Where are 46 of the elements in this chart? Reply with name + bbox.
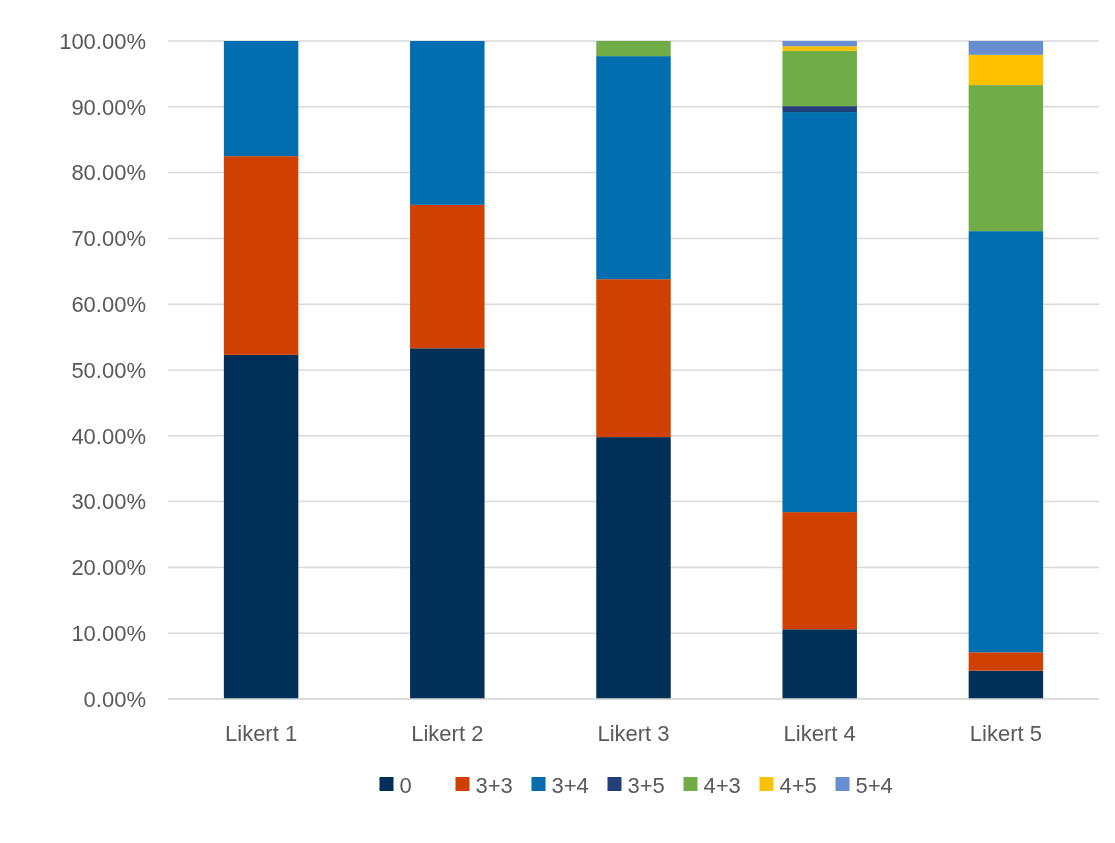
bar: [223, 354, 299, 699]
y-tick-label: 40.00%: [71, 423, 146, 449]
bar: [596, 56, 671, 280]
bar: [782, 46, 857, 51]
bar: [223, 156, 299, 355]
legend-label: 3+3: [475, 772, 513, 798]
bar: [410, 204, 485, 349]
x-tick-label: Likert 4: [783, 721, 856, 746]
legend-label: 5+4: [855, 772, 893, 798]
y-tick-label: 80.00%: [71, 160, 146, 186]
y-tick-label: 70.00%: [71, 226, 146, 252]
bar: [782, 106, 857, 113]
legend-label: 0: [399, 772, 412, 798]
bar: [968, 54, 1044, 86]
legend-label: 3+5: [627, 772, 665, 798]
bar: [782, 50, 857, 107]
bar: [596, 437, 671, 699]
y-tick-label: 0.00%: [83, 686, 146, 712]
legend-label: 3+4: [551, 772, 589, 798]
bar: [968, 85, 1044, 232]
bar: [782, 512, 857, 630]
bar: [410, 41, 485, 205]
x-tick-label: Likert 2: [411, 721, 484, 746]
y-tick-label: 30.00%: [71, 489, 146, 515]
legend-label: 4+3: [703, 772, 741, 798]
x-tick-label: Likert 5: [969, 721, 1042, 746]
y-tick-label: 50.00%: [71, 357, 146, 383]
y-tick-label: 60.00%: [71, 291, 146, 317]
bar: [596, 279, 671, 438]
bar: [968, 670, 1044, 699]
legend-label: 4+5: [779, 772, 817, 798]
y-tick-label: 100.00%: [59, 28, 146, 54]
bar: [410, 348, 485, 699]
y-tick-label: 90.00%: [71, 94, 146, 120]
bar: [223, 41, 299, 157]
x-tick-label: Likert 1: [225, 721, 298, 746]
bar: [782, 41, 857, 47]
bar: [968, 652, 1044, 671]
bar: [968, 231, 1044, 653]
y-tick-label: 20.00%: [71, 555, 146, 581]
y-tick-label: 10.00%: [71, 620, 146, 646]
bar: [968, 41, 1044, 55]
bar: [782, 112, 857, 513]
bar: [596, 41, 671, 57]
bar: [782, 629, 857, 699]
x-tick-label: Likert 3: [597, 721, 670, 746]
